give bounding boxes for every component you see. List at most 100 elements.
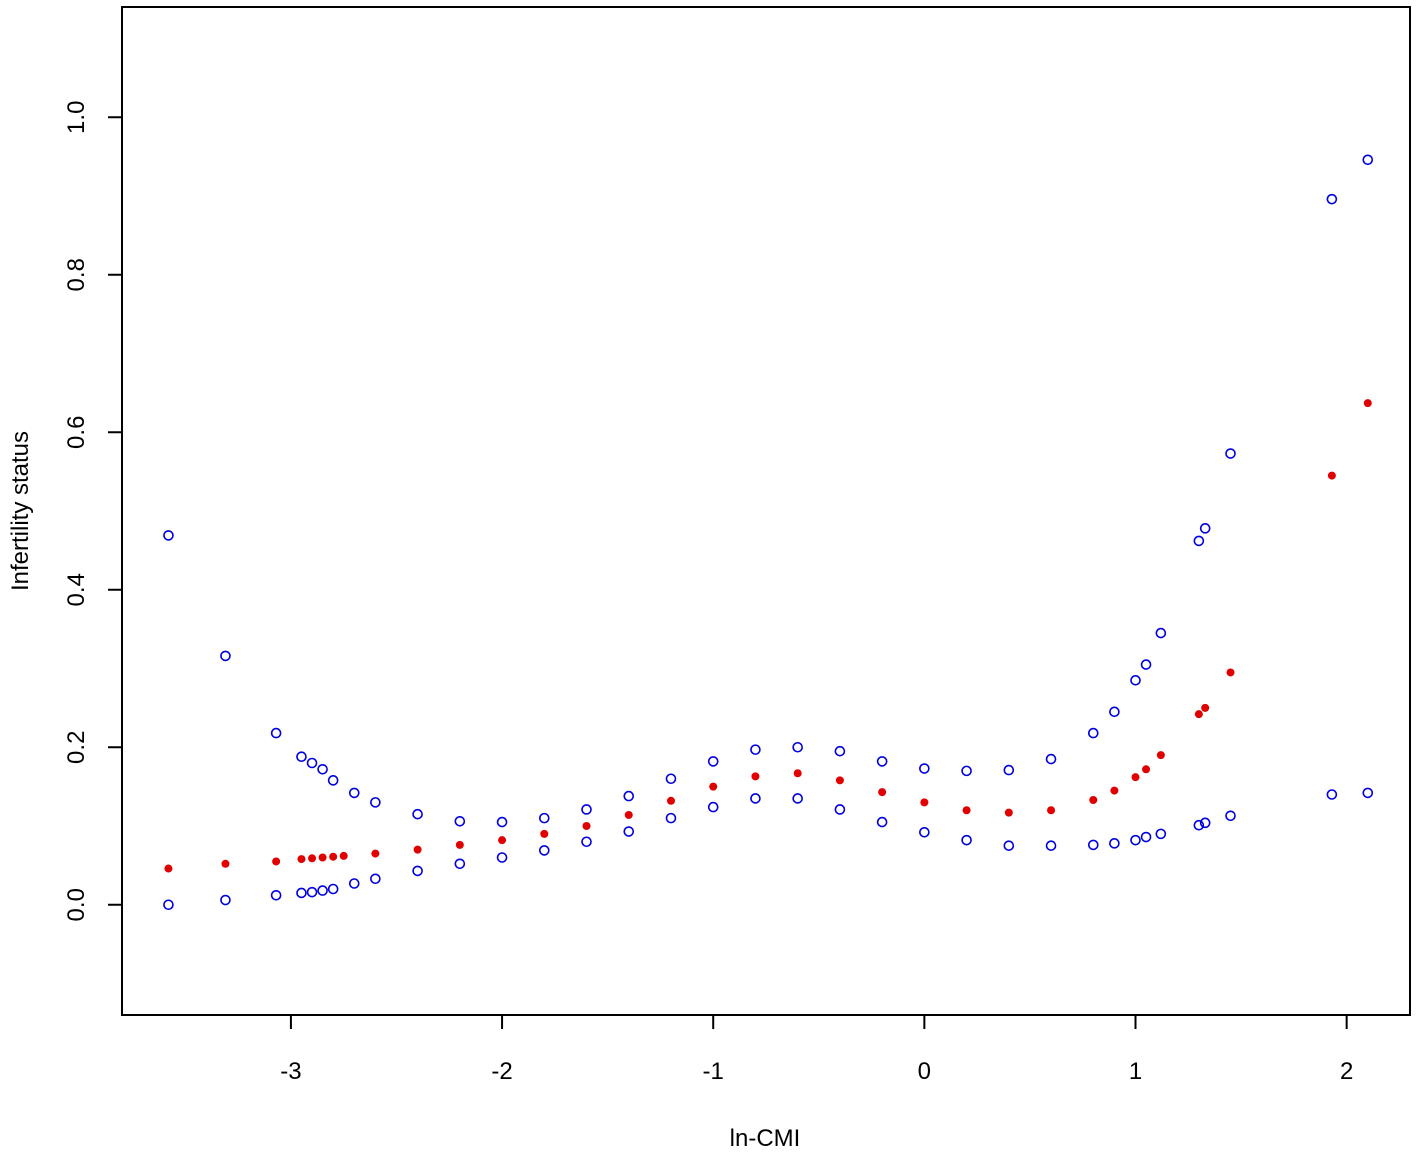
y-axis: 0.0 0.2 0.4 0.6 0.8 1.0 xyxy=(63,101,123,921)
data-point-series-0 xyxy=(318,853,327,862)
data-point-series-2 xyxy=(306,886,318,898)
data-point-series-1 xyxy=(1140,659,1152,670)
x-tick-label: -1 xyxy=(703,1058,724,1085)
data-point-series-0 xyxy=(666,796,675,805)
data-point-series-0 xyxy=(835,776,844,785)
x-axis: -3 -2 -1 0 1 2 xyxy=(280,1014,1353,1085)
data-point-series-1 xyxy=(327,775,339,786)
data-point-series-2 xyxy=(163,899,174,911)
data-point-series-2 xyxy=(1087,839,1099,851)
data-point-series-1 xyxy=(270,727,282,739)
data-point-series-2 xyxy=(876,816,888,828)
x-tick-label: -3 xyxy=(280,1058,301,1085)
data-point-series-1 xyxy=(412,808,423,820)
data-point-series-1 xyxy=(538,812,550,824)
data-point-series-1 xyxy=(370,797,381,808)
y-tick-label: 0.2 xyxy=(63,731,90,764)
data-point-series-0 xyxy=(1004,808,1013,817)
data-point-series-1 xyxy=(919,763,930,774)
data-point-series-2 xyxy=(348,878,360,889)
data-point-series-2 xyxy=(1130,834,1141,846)
data-point-series-2 xyxy=(370,873,381,885)
data-point-series-1 xyxy=(1003,764,1015,776)
data-point-series-2 xyxy=(1193,819,1205,831)
data-point-series-0 xyxy=(1047,806,1056,815)
data-point-series-1 xyxy=(296,751,307,763)
data-point-series-0 xyxy=(962,806,971,815)
data-point-series-1 xyxy=(1045,753,1057,765)
y-tick-label: 0.6 xyxy=(63,416,90,449)
data-point-series-2 xyxy=(412,865,423,877)
data-point-series-1 xyxy=(1199,523,1211,534)
data-point-series-0 xyxy=(540,829,549,838)
data-point-series-0 xyxy=(709,782,718,791)
y-tick-label: 0.4 xyxy=(63,573,90,606)
data-point-series-0 xyxy=(582,822,591,830)
y-tick-label: 0.8 xyxy=(63,258,90,291)
data-point-series-0 xyxy=(1201,703,1210,712)
data-point-series-0 xyxy=(793,769,802,778)
data-point-series-2 xyxy=(961,834,972,846)
data-point-series-2 xyxy=(581,836,592,848)
data-point-series-0 xyxy=(1226,668,1235,677)
data-point-series-2 xyxy=(1362,787,1374,799)
data-point-series-0 xyxy=(1131,773,1140,782)
data-point-series-2 xyxy=(1003,840,1015,851)
data-point-series-0 xyxy=(1156,751,1165,760)
data-point-series-2 xyxy=(1155,828,1167,840)
data-point-series-0 xyxy=(164,864,173,873)
data-point-series-1 xyxy=(707,756,719,767)
data-point-series-1 xyxy=(496,816,508,828)
data-point-series-1 xyxy=(1193,535,1205,547)
data-point-series-1 xyxy=(1155,627,1167,639)
data-point-series-2 xyxy=(1199,817,1211,829)
data-point-series-1 xyxy=(750,744,761,755)
data-point-series-1 xyxy=(1362,154,1374,166)
data-point-series-0 xyxy=(498,836,507,845)
data-point-series-2 xyxy=(750,793,761,804)
data-point-series-1 xyxy=(665,773,677,785)
data-point-series-1 xyxy=(163,530,174,541)
data-point-series-1 xyxy=(306,757,318,769)
data-point-series-0 xyxy=(339,851,348,860)
data-points xyxy=(163,154,1374,911)
data-point-series-0 xyxy=(329,852,338,861)
data-point-series-1 xyxy=(581,804,592,815)
data-point-series-2 xyxy=(623,826,635,837)
data-point-series-2 xyxy=(665,812,677,824)
data-point-series-0 xyxy=(1363,399,1372,408)
data-point-series-0 xyxy=(272,857,281,866)
y-axis-title: Infertility status xyxy=(7,431,34,591)
data-point-series-2 xyxy=(792,793,803,804)
data-point-series-1 xyxy=(220,650,231,662)
data-point-series-0 xyxy=(308,854,317,863)
data-point-series-2 xyxy=(270,889,282,901)
data-point-series-1 xyxy=(317,763,328,775)
data-point-series-2 xyxy=(1109,838,1120,849)
data-point-series-0 xyxy=(455,840,464,849)
data-point-series-0 xyxy=(751,772,760,781)
plot-frame xyxy=(121,6,1411,1016)
data-point-series-1 xyxy=(876,756,888,767)
data-point-series-2 xyxy=(834,804,846,815)
data-point-series-1 xyxy=(961,765,972,777)
data-point-series-2 xyxy=(1326,789,1338,800)
data-point-series-2 xyxy=(1045,840,1057,851)
data-point-series-1 xyxy=(623,790,635,802)
x-tick-label: -2 xyxy=(491,1058,512,1085)
data-point-series-2 xyxy=(317,885,328,896)
data-point-series-1 xyxy=(792,741,803,753)
data-point-series-0 xyxy=(221,859,230,868)
data-point-series-0 xyxy=(624,810,633,819)
data-point-series-1 xyxy=(454,815,466,827)
data-point-series-0 xyxy=(1194,710,1203,719)
data-point-series-0 xyxy=(297,855,306,864)
data-point-series-2 xyxy=(327,883,339,895)
data-point-series-2 xyxy=(707,801,719,813)
data-point-series-0 xyxy=(878,788,887,797)
data-point-series-0 xyxy=(920,798,929,807)
data-point-series-1 xyxy=(348,787,360,799)
data-point-series-1 xyxy=(1130,675,1141,686)
data-point-series-2 xyxy=(454,858,466,870)
